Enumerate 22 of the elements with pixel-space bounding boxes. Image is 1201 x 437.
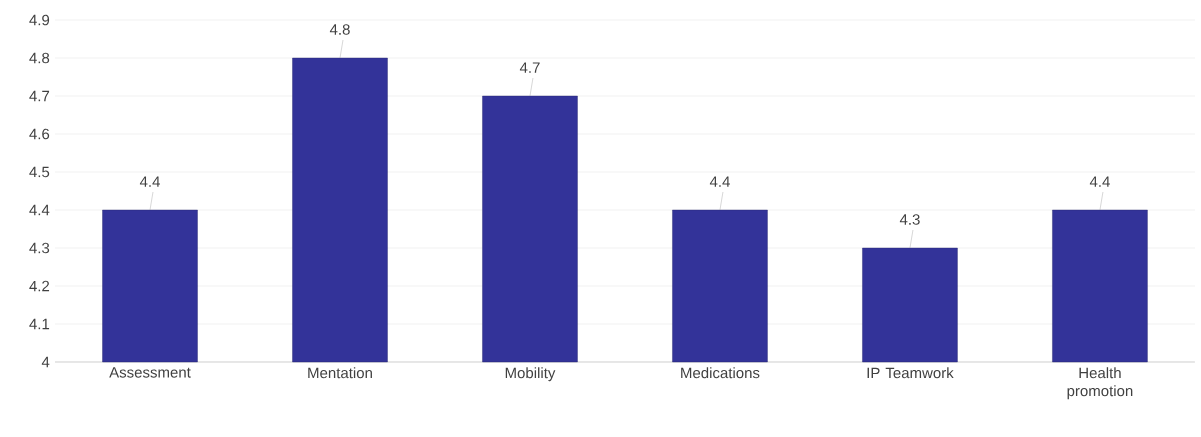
x-tick-label: Mentation	[308, 367, 372, 379]
y-tick-label: 4.8	[29, 52, 50, 64]
y-tick-label: 4.9	[29, 14, 50, 26]
y-tick-label: 4.3	[29, 242, 50, 254]
data-label: 4.4	[1089, 176, 1110, 187]
data-label: 4.3	[899, 214, 920, 225]
x-tick-label: Medications	[681, 367, 760, 379]
y-tick-label: 4	[41, 356, 50, 368]
y-tick-label: 4.1	[29, 318, 50, 330]
x-tick-label: IP Teamwork	[867, 367, 954, 379]
x-tick-label: Mobility	[505, 367, 556, 382]
data-label: 4.4	[709, 176, 730, 187]
data-label: 4.8	[329, 24, 350, 35]
data-label: 4.7	[519, 62, 540, 73]
data-label: 4.4	[139, 176, 160, 187]
x-tick-label: Health promotion	[1067, 367, 1133, 400]
x-tick-label: Assessment	[109, 367, 191, 378]
y-tick-label: 4.5	[29, 166, 50, 178]
y-tick-label: 4.4	[29, 204, 50, 216]
y-tick-label: 4.7	[29, 90, 50, 102]
y-tick-label: 4.2	[29, 280, 50, 292]
y-tick-label: 4.6	[29, 128, 50, 140]
